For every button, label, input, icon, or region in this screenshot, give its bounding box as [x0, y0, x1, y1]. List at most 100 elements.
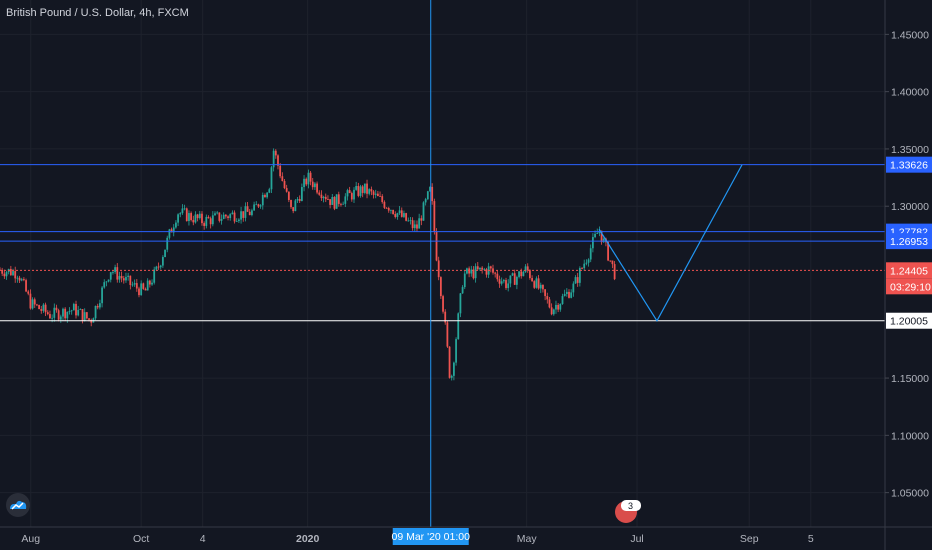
time-tick-label: May [517, 533, 538, 545]
time-axis[interactable]: Aug Oct 4 2020 May Jul Sep 5 [21, 533, 813, 545]
candle-body [570, 292, 573, 298]
logo-shape [10, 500, 27, 510]
candle-body [131, 284, 134, 286]
candle-body [300, 187, 303, 202]
candle-body [246, 206, 249, 212]
candle-body [305, 178, 308, 185]
candle-body [542, 284, 544, 290]
candle-body [157, 266, 160, 268]
level-price-label: 1.20005 [890, 316, 928, 328]
candle-body [116, 267, 119, 280]
candle-body [12, 271, 14, 276]
earnings-badge-icon[interactable]: 3 [615, 500, 641, 523]
candle-body [40, 309, 43, 311]
projection-path [598, 164, 743, 322]
candle-body [437, 260, 440, 278]
level-price-label: 1.33626 [890, 160, 928, 172]
candle-body [311, 181, 314, 188]
candle-body [576, 277, 579, 283]
candle-body [366, 183, 368, 194]
candle-body [546, 296, 549, 300]
candle-body [539, 284, 542, 289]
price-axis[interactable]: 1.45000 1.40000 1.35000 1.30000 1.15000 1.100… [885, 29, 929, 500]
candle-body [287, 191, 290, 200]
crosshair-date-box [392, 528, 469, 545]
candle-body [194, 214, 197, 223]
time-tick-label: Jul [630, 533, 643, 545]
candle-body [422, 202, 425, 221]
candle-body [565, 291, 568, 294]
candle-body [172, 227, 175, 233]
candle-body [142, 283, 145, 289]
candle-body [44, 304, 47, 313]
candle-body [170, 229, 173, 233]
candle-body [322, 196, 325, 199]
candle-body [522, 271, 525, 277]
candle-body [485, 269, 488, 275]
time-tick-label: Oct [133, 533, 149, 545]
candle-body [561, 296, 564, 304]
candle-body [266, 192, 269, 198]
candle-body [552, 309, 555, 315]
candle-body [544, 289, 547, 297]
price-tick-label: 1.05000 [891, 488, 929, 500]
candle-body [559, 303, 562, 310]
candle-body [581, 268, 583, 269]
candle-body [413, 224, 416, 229]
candle-body [398, 210, 401, 214]
candle-body [331, 196, 334, 205]
candle-body [94, 305, 97, 319]
candle-body [107, 279, 110, 282]
candle-body [259, 205, 262, 207]
time-tick-label: 5 [808, 533, 814, 545]
candle-body [140, 283, 143, 296]
candle-body [103, 282, 106, 288]
candle-body [53, 307, 56, 318]
candle-body [148, 280, 151, 285]
time-tick-label: Aug [21, 533, 40, 545]
candle-body [346, 190, 349, 197]
candle-body [285, 188, 288, 192]
candle-body [568, 291, 570, 298]
candle-body [101, 287, 103, 304]
projection-line[interactable] [598, 164, 743, 322]
candle-body [353, 189, 355, 200]
candle-body [524, 266, 527, 272]
candle-body [476, 266, 479, 270]
candle-body [435, 231, 438, 261]
candle-body [520, 271, 523, 277]
candle-body [307, 172, 310, 185]
candle-body [374, 193, 377, 195]
candle-body [387, 208, 390, 211]
horizontal-levels[interactable]: 1.336261.277821.269531.244051.2000503:29… [0, 156, 932, 329]
candle-body [42, 304, 45, 311]
candle-body [125, 276, 127, 281]
level-price-box [886, 312, 932, 329]
candle-body [474, 266, 477, 279]
candle-body [122, 278, 125, 281]
countdown-label: 03:29:10 [890, 281, 931, 293]
candle-body [159, 265, 162, 268]
candle-body [255, 204, 258, 206]
candle-body [400, 210, 403, 217]
candle-body [390, 209, 392, 211]
price-tick-label: 1.30000 [891, 201, 929, 213]
candle-body [407, 220, 410, 222]
candle-body [185, 208, 188, 222]
tradingview-cloud-icon[interactable] [6, 493, 30, 517]
candle-body [77, 309, 80, 316]
candle-body [235, 221, 238, 222]
candle-body [114, 267, 117, 272]
candle-body [479, 267, 481, 270]
candle-body [1, 269, 4, 274]
candle-body [550, 307, 553, 315]
candle-body [290, 199, 292, 208]
candle-body [268, 189, 271, 193]
candle-body [38, 305, 40, 310]
candle-body [279, 165, 282, 177]
candle-body [431, 186, 434, 202]
candle-body [9, 269, 12, 276]
candle-body [314, 183, 316, 188]
time-tick-label: 2020 [296, 533, 320, 545]
